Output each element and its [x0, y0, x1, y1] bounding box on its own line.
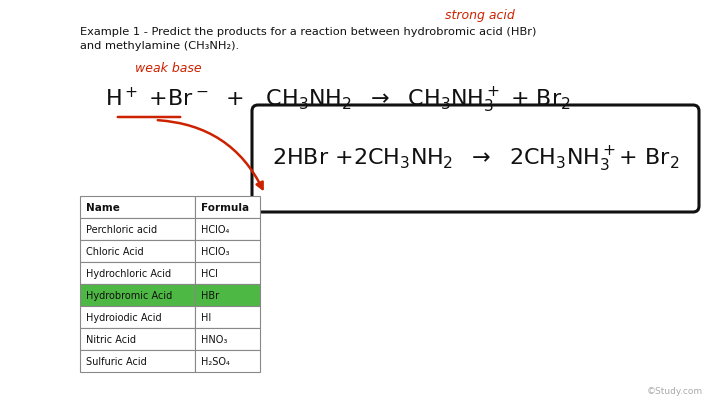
Text: H₂SO₄: H₂SO₄ [201, 356, 230, 366]
Text: Sulfuric Acid: Sulfuric Acid [86, 356, 147, 366]
Bar [80, 350, 195, 372]
Bar [80, 219, 195, 241]
Text: Perchloric acid: Perchloric acid [86, 225, 157, 235]
Text: H$^+$ +Br$^-$  +   CH$_3$NH$_2$  $\rightarrow$  CH$_3$NH$_3^+$ + Br$_2$: H$^+$ +Br$^-$ + CH$_3$NH$_2$ $\rightarro… [105, 85, 571, 114]
Bar [195, 241, 260, 262]
Bar [195, 262, 260, 284]
Text: Chloric Acid: Chloric Acid [86, 246, 144, 256]
Bar [80, 328, 195, 350]
Text: HClO₃: HClO₃ [201, 246, 230, 256]
Text: Name: Name [86, 203, 120, 213]
Text: Hydrobromic Acid: Hydrobromic Acid [86, 290, 172, 300]
Text: and methylamine (CH₃NH₂).: and methylamine (CH₃NH₂). [80, 41, 239, 51]
Text: HClO₄: HClO₄ [201, 225, 230, 235]
Text: Formula: Formula [201, 203, 249, 213]
Bar [80, 241, 195, 262]
Text: HI: HI [201, 312, 211, 322]
Text: HBr: HBr [201, 290, 219, 300]
Text: ©Study.com: ©Study.com [647, 386, 703, 395]
Bar [195, 306, 260, 328]
Bar [195, 219, 260, 241]
Bar [195, 284, 260, 306]
Text: HCl: HCl [201, 268, 218, 278]
Text: Hydrochloric Acid: Hydrochloric Acid [86, 268, 171, 278]
Text: strong acid: strong acid [445, 8, 515, 21]
Bar [80, 196, 195, 219]
FancyBboxPatch shape [252, 106, 699, 213]
FancyArrowPatch shape [158, 121, 262, 190]
Text: Nitric Acid: Nitric Acid [86, 334, 136, 344]
Bar [195, 196, 260, 219]
Bar [80, 262, 195, 284]
Text: 2HBr +2CH$_3$NH$_2$  $\rightarrow$  2CH$_3$NH$_3^+$+ Br$_2$: 2HBr +2CH$_3$NH$_2$ $\rightarrow$ 2CH$_3… [272, 144, 679, 174]
Bar [195, 328, 260, 350]
Text: Hydroiodic Acid: Hydroiodic Acid [86, 312, 162, 322]
Bar [80, 306, 195, 328]
Text: weak base: weak base [134, 62, 202, 75]
Text: Example 1 - Predict the products for a reaction between hydrobromic acid (HBr): Example 1 - Predict the products for a r… [80, 27, 536, 37]
Text: HNO₃: HNO₃ [201, 334, 227, 344]
Bar [195, 350, 260, 372]
Bar [80, 284, 195, 306]
